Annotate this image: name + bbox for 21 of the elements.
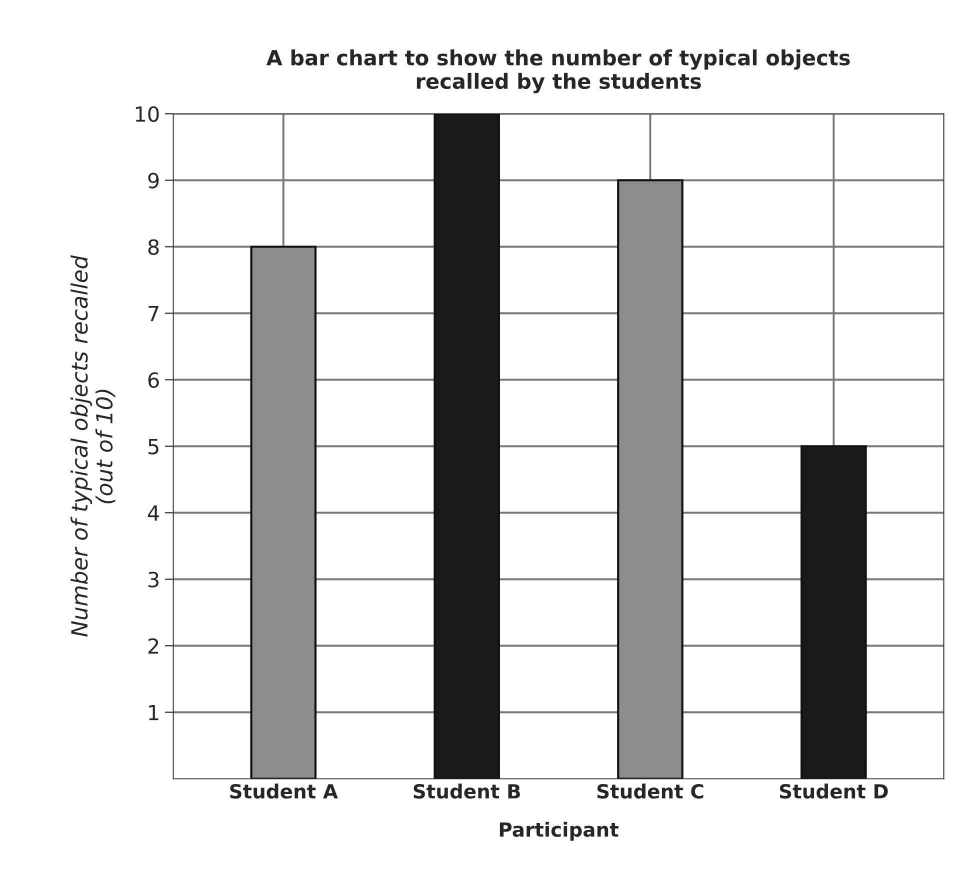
- y-tick-label: 4: [148, 505, 159, 521]
- y-tick-label: 1: [149, 704, 158, 720]
- y-axis-title: Number of typical objects recalled (out of 10): [70, 255, 116, 637]
- y-tick-label: 5: [148, 438, 158, 454]
- y-tick-label: 7: [148, 306, 158, 322]
- bar: [617, 179, 684, 779]
- x-tick-label: Student D: [780, 784, 888, 799]
- y-tick-label: 10: [136, 106, 159, 122]
- bar: [800, 445, 867, 779]
- chart-title: A bar chart to show the number of typical objects recalled by the students: [266, 49, 850, 94]
- bar: [250, 246, 317, 779]
- bar: [434, 114, 500, 779]
- y-tick-label: 3: [148, 572, 158, 588]
- x-tick-label: Student A: [230, 784, 338, 799]
- x-tick-label: Student C: [597, 784, 704, 799]
- y-tick-label: 9: [148, 172, 159, 188]
- y-tick-label: 8: [148, 239, 159, 255]
- x-tick-label: Student B: [414, 784, 520, 799]
- x-axis-title: Participant: [500, 822, 618, 841]
- y-tick-label: 6: [148, 372, 159, 388]
- y-tick-label: 2: [148, 638, 158, 654]
